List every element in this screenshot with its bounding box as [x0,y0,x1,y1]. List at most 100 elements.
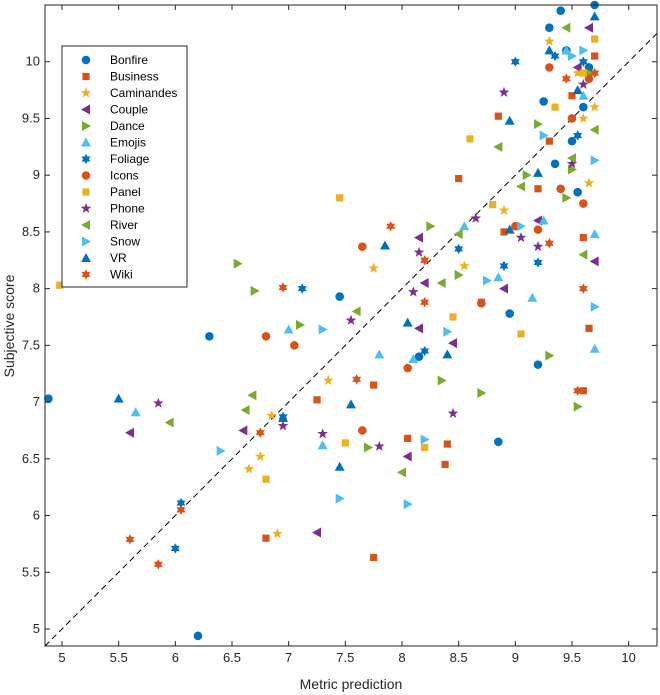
data-point [351,306,361,317]
x-tick-label: 8.5 [450,650,468,665]
data-point [517,330,525,338]
y-tick-label: 8 [33,281,40,296]
data-point [404,434,412,442]
data-point [505,309,514,318]
legend-marker [81,269,91,280]
data-point [408,286,419,297]
data-point [494,437,503,447]
data-point [454,243,464,255]
data-point [573,130,583,141]
data-point [397,467,406,478]
data-point [250,285,260,296]
legend-marker [81,55,91,65]
data-point [561,73,571,84]
data-point [498,86,510,97]
legend: Bonfire Business Caminandes Couple Dance Emoj… [61,45,188,288]
data-point [573,401,583,412]
data-point [504,115,515,125]
data-point [517,221,526,232]
data-point [544,238,554,249]
data-point [579,45,589,56]
series-panel [56,35,599,483]
series-wiki [125,67,600,570]
data-point [437,375,447,386]
legend-label: Emojis [110,136,146,150]
data-point [414,323,423,334]
data-point [447,407,459,418]
data-point [442,349,453,359]
data-point [125,534,135,545]
data-point [572,67,583,78]
data-point [589,101,600,112]
data-point [233,258,243,269]
data-point [408,353,419,363]
y-tick-label: 6 [33,508,40,523]
legend-box [61,45,188,288]
data-point [449,313,457,321]
data-point [238,425,248,436]
data-point [579,387,587,395]
data-point [56,281,64,289]
data-point [515,231,527,243]
data-point [590,155,600,166]
data-point [504,224,515,234]
data-point [358,242,367,251]
data-point [539,97,548,106]
data-point [370,553,378,562]
data-point [346,399,356,409]
data-point [591,35,599,43]
data-point [573,385,583,396]
data-point [533,360,543,369]
data-point [589,256,599,267]
data-point [538,215,549,225]
data-point [380,240,390,250]
data-point [370,381,378,389]
data-point [113,393,124,403]
series-couple [125,22,599,538]
series-phone [153,78,589,451]
data-point [579,69,587,77]
data-point [545,137,553,145]
y-tick-label: 6.5 [22,451,40,466]
data-point [522,170,532,181]
legend-marker [82,72,90,81]
x-tick-label: 10 [621,650,635,665]
data-point [544,45,555,55]
legend-label: Wiki [110,268,133,282]
data-point [493,272,504,282]
legend-marker [81,171,91,180]
series-river [164,22,599,478]
y-tick-label: 5.5 [22,564,40,579]
data-point [470,212,481,223]
data-point [532,241,544,252]
data-point [590,301,600,312]
data-point [441,460,449,469]
y-tick-label: 9.5 [22,110,40,125]
data-point [477,299,486,308]
legend-label: Caminandes [110,86,177,100]
data-point [318,324,328,335]
data-point [489,201,497,209]
data-point [413,246,425,257]
reference-line-layer [44,33,658,647]
legend-label: Dance [110,119,145,133]
data-point [426,221,436,232]
y-tick-label: 7 [33,394,40,409]
data-point [585,324,593,332]
data-point [176,504,186,516]
data-point [466,135,474,143]
data-point [567,153,576,164]
data-point [420,434,430,445]
series-vr [113,11,600,471]
x-tick-label: 7.5 [336,650,354,665]
data-point [550,50,560,62]
data-point [130,407,141,417]
data-point [403,499,413,510]
data-point [420,345,430,357]
data-point [335,292,344,301]
data-point [562,192,572,203]
data-point [589,343,600,353]
data-point [296,319,305,330]
data-point [589,124,599,135]
data-point [443,326,453,337]
